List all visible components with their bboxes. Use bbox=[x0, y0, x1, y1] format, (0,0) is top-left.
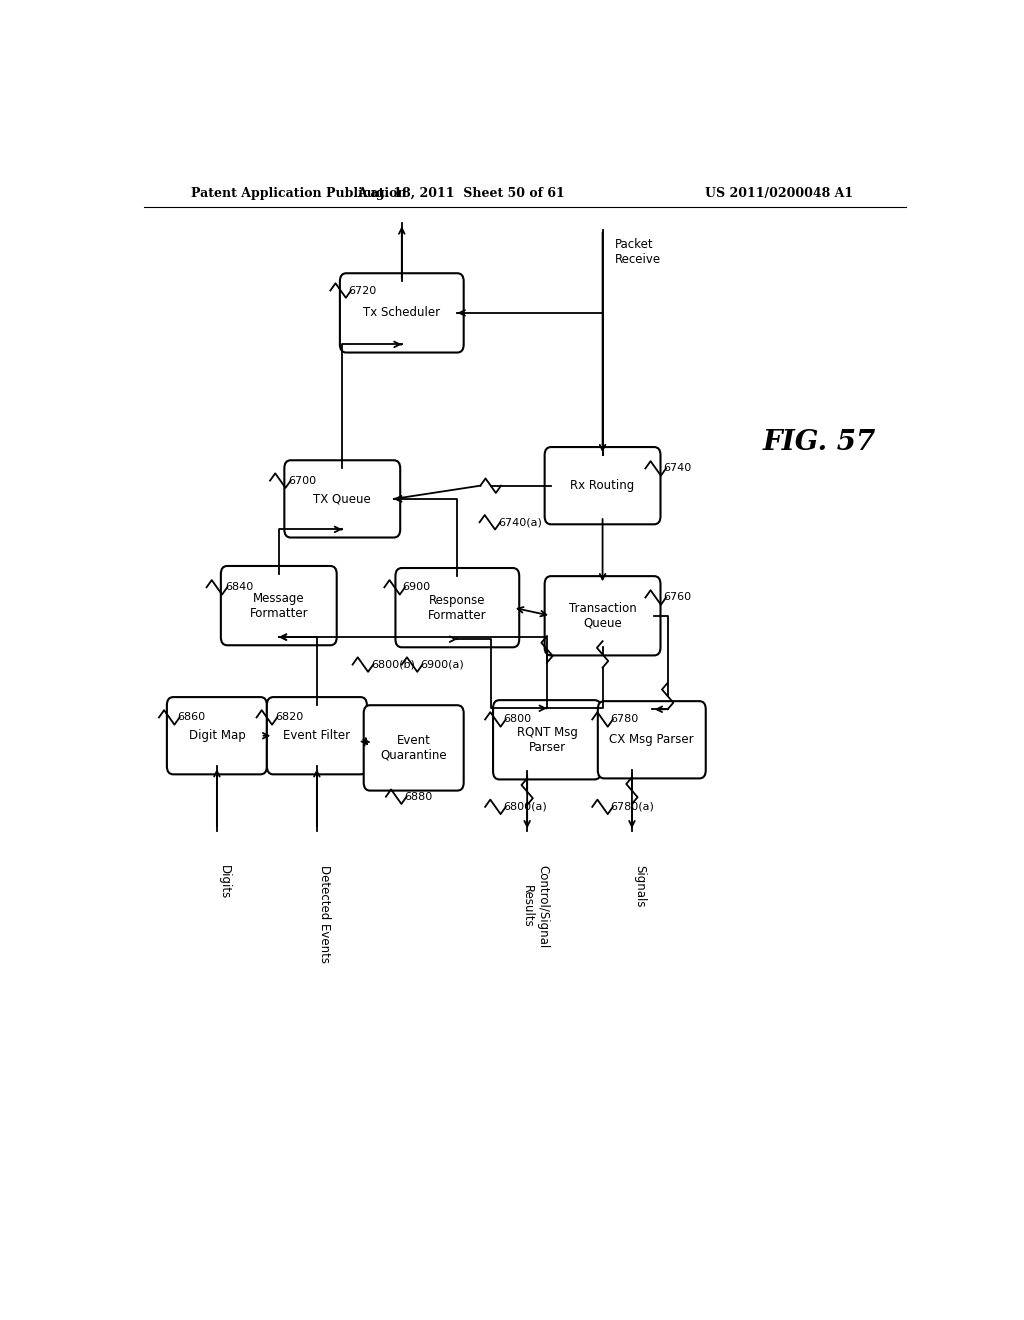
FancyBboxPatch shape bbox=[167, 697, 267, 775]
Text: Response
Formatter: Response Formatter bbox=[428, 594, 486, 622]
FancyBboxPatch shape bbox=[395, 568, 519, 647]
FancyBboxPatch shape bbox=[285, 461, 400, 537]
FancyBboxPatch shape bbox=[545, 447, 660, 524]
Text: 6780(a): 6780(a) bbox=[610, 801, 654, 812]
FancyBboxPatch shape bbox=[364, 705, 464, 791]
Text: Digit Map: Digit Map bbox=[188, 729, 246, 742]
Text: Rx Routing: Rx Routing bbox=[570, 479, 635, 492]
Text: Event
Quarantine: Event Quarantine bbox=[380, 734, 447, 762]
FancyBboxPatch shape bbox=[221, 566, 337, 645]
Text: Digits: Digits bbox=[218, 865, 231, 899]
Text: Event Filter: Event Filter bbox=[284, 729, 350, 742]
Text: TX Queue: TX Queue bbox=[313, 492, 371, 506]
Text: Control/Signal
Results: Control/Signal Results bbox=[521, 865, 549, 948]
Text: Patent Application Publication: Patent Application Publication bbox=[191, 187, 407, 201]
Text: 6740(a): 6740(a) bbox=[498, 517, 542, 527]
Text: 6780: 6780 bbox=[610, 714, 639, 725]
Text: 6900: 6900 bbox=[402, 582, 431, 593]
FancyBboxPatch shape bbox=[494, 700, 601, 779]
Text: 6740: 6740 bbox=[664, 463, 692, 474]
Text: 6820: 6820 bbox=[274, 713, 303, 722]
Text: 6800: 6800 bbox=[504, 714, 531, 725]
FancyBboxPatch shape bbox=[340, 273, 464, 352]
Text: 6840: 6840 bbox=[225, 582, 253, 593]
Text: 6760: 6760 bbox=[664, 593, 692, 602]
Text: 6800(a): 6800(a) bbox=[504, 801, 547, 812]
Text: RQNT Msg
Parser: RQNT Msg Parser bbox=[516, 726, 578, 754]
Text: US 2011/0200048 A1: US 2011/0200048 A1 bbox=[705, 187, 853, 201]
Text: Message
Formatter: Message Formatter bbox=[250, 591, 308, 619]
Text: 6700: 6700 bbox=[289, 475, 316, 486]
FancyBboxPatch shape bbox=[267, 697, 367, 775]
Text: 6800(b): 6800(b) bbox=[371, 660, 415, 669]
Text: Aug. 18, 2011  Sheet 50 of 61: Aug. 18, 2011 Sheet 50 of 61 bbox=[357, 187, 565, 201]
Text: 6860: 6860 bbox=[177, 713, 206, 722]
Text: Detected Events: Detected Events bbox=[318, 865, 332, 962]
FancyBboxPatch shape bbox=[545, 576, 660, 656]
Text: Tx Scheduler: Tx Scheduler bbox=[364, 306, 440, 319]
Text: 6720: 6720 bbox=[348, 285, 377, 296]
Text: Packet
Receive: Packet Receive bbox=[614, 238, 660, 265]
FancyBboxPatch shape bbox=[598, 701, 706, 779]
Text: CX Msg Parser: CX Msg Parser bbox=[609, 734, 694, 746]
Text: FIG. 57: FIG. 57 bbox=[763, 429, 877, 457]
Text: 6880: 6880 bbox=[404, 792, 432, 801]
Text: Transaction
Queue: Transaction Queue bbox=[568, 602, 637, 630]
Text: 6900(a): 6900(a) bbox=[420, 660, 464, 669]
Text: Signals: Signals bbox=[634, 865, 646, 907]
